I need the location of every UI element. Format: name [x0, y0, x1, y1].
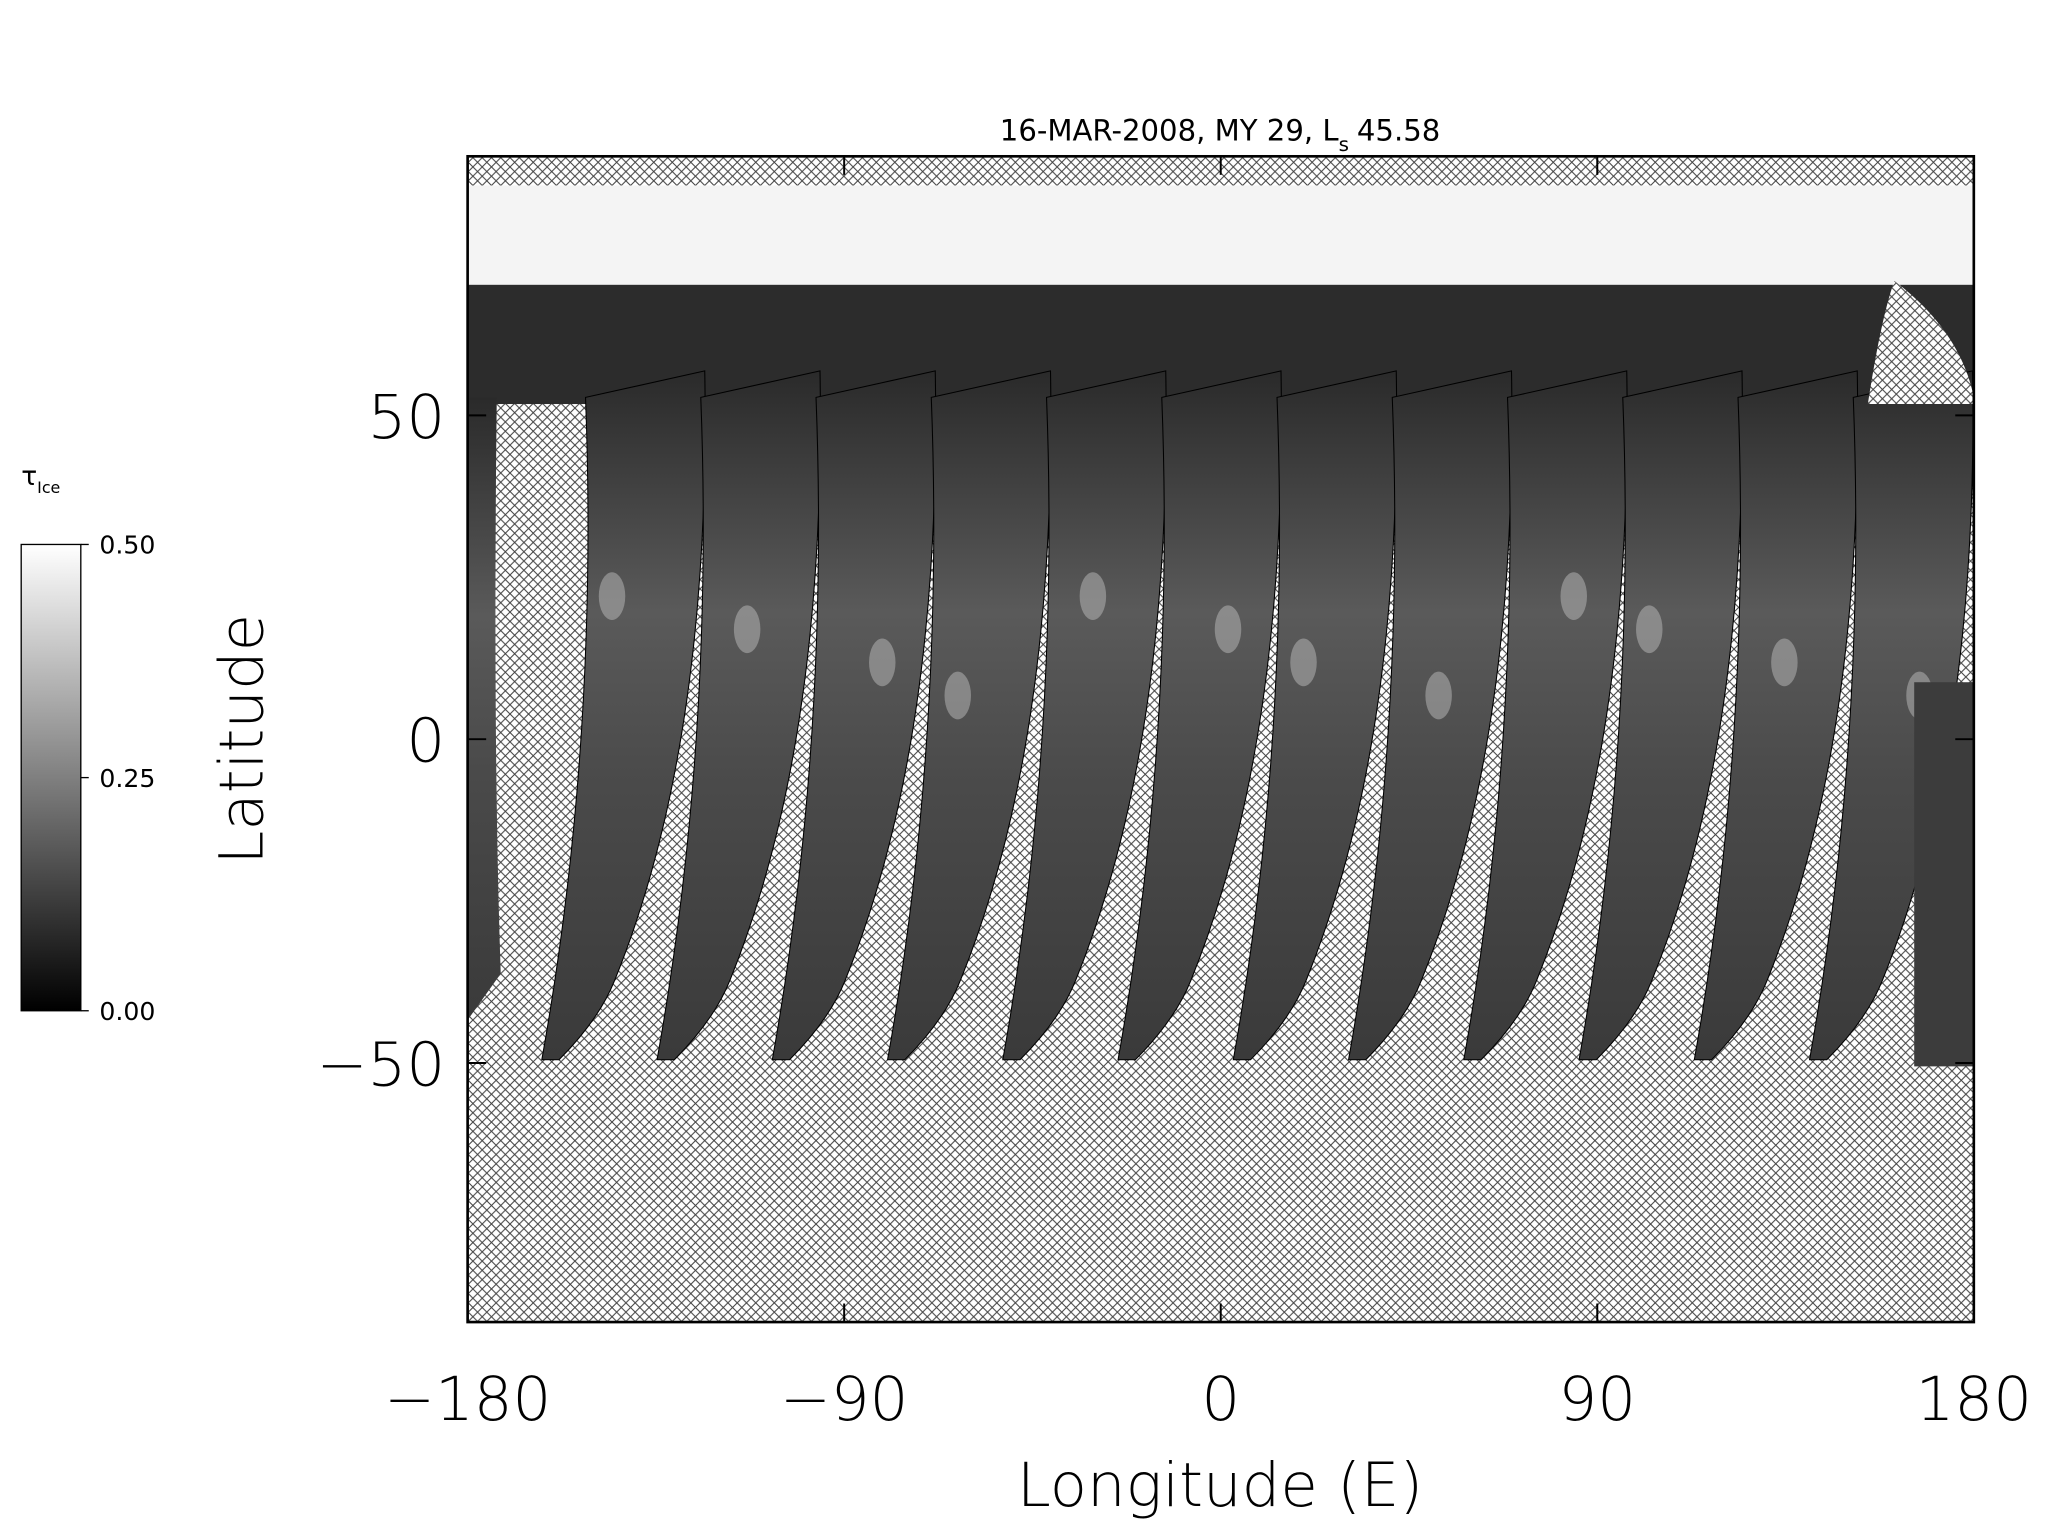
ice-cloud — [944, 671, 972, 720]
y-tick-label: −50 — [317, 1030, 446, 1101]
swath — [886, 370, 1052, 1061]
colorbar-tick-label: 0.50 — [99, 531, 155, 560]
swath — [1914, 682, 1974, 1067]
map-area — [466, 154, 1976, 1324]
y-tick-label: 50 — [368, 382, 446, 453]
colorbar — [20, 543, 82, 1012]
ice-cloud — [598, 572, 626, 620]
swath — [1463, 370, 1628, 1061]
x-tick-label: −90 — [780, 1364, 909, 1435]
ice-cloud — [1560, 572, 1588, 620]
title-subscript: s — [1339, 133, 1349, 156]
swath — [1002, 370, 1167, 1061]
y-axis-label: Latitude — [206, 614, 277, 865]
title: 16-MAR-2008, MY 29, Ls 45.58 — [1000, 113, 1441, 156]
ice-cloud — [869, 638, 896, 687]
ice-cloud — [733, 605, 761, 654]
x-tick-label: −180 — [384, 1364, 551, 1435]
ice-cloud — [1290, 638, 1317, 687]
ice-cloud — [1214, 605, 1242, 654]
x-axis-label: Longitude (E) — [1017, 1450, 1423, 1521]
x-tick-label: 180 — [1916, 1364, 2032, 1435]
swath — [656, 370, 821, 1061]
ice-cloud — [1425, 671, 1452, 720]
colorbar-subscript: Ice — [37, 478, 60, 497]
swaths — [467, 370, 1974, 1061]
no-data-hatch — [1867, 280, 1974, 405]
swath — [771, 370, 937, 1061]
swath — [1693, 370, 1859, 1061]
colorbar-tick-label: 0.00 — [99, 997, 155, 1026]
swath — [541, 370, 706, 1061]
title-value: 45.58 — [1357, 113, 1440, 147]
swath — [467, 397, 501, 1021]
swath — [1347, 370, 1513, 1061]
ice-cloud — [1771, 638, 1798, 687]
swath — [1808, 370, 1974, 1061]
swath — [1578, 370, 1743, 1061]
y-tick-label: 0 — [406, 706, 445, 777]
ice-cloud — [1079, 572, 1107, 620]
swath — [1232, 370, 1398, 1061]
title-text: 16-MAR-2008, MY 29, L — [1000, 113, 1340, 147]
x-tick-label: 0 — [1201, 1364, 1240, 1435]
ice-cloud — [1636, 605, 1663, 654]
colorbar-symbol: τ — [21, 461, 37, 492]
x-tick-label: 90 — [1559, 1364, 1637, 1435]
swath — [1117, 370, 1282, 1061]
colorbar-label: τIce — [21, 461, 60, 497]
polar-cap — [467, 185, 1974, 289]
colorbar-tick-label: 0.25 — [99, 764, 155, 793]
